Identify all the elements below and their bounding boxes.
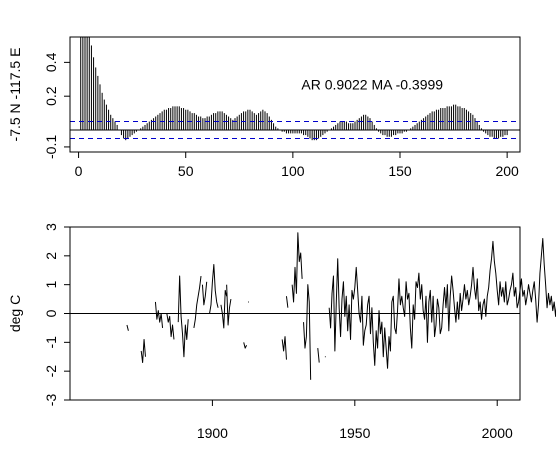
temperature-segment — [154, 301, 164, 328]
temperature-segment — [177, 275, 189, 358]
temperature-x-tick-label: 1950 — [339, 425, 370, 441]
temperature-segment — [317, 348, 320, 363]
acf-x-tick-label: 0 — [75, 163, 83, 179]
acf-y-tick-label: 0.4 — [43, 52, 59, 72]
acf-y-tick-label: 0.2 — [43, 86, 59, 106]
temperature-y-tick-label: -3 — [43, 394, 59, 407]
temperature-y-axis-label: deg C — [7, 295, 23, 332]
temperature-y-axis: -3 -2 -1 0 1 2 3 — [43, 223, 70, 406]
temperature-segment — [220, 289, 228, 329]
temperature-x-tick-label: 2000 — [482, 425, 513, 441]
temperature-segment — [193, 275, 202, 329]
temperature-segment — [201, 281, 208, 306]
acf-x-tick-label: 200 — [495, 163, 519, 179]
temperature-x-tick-label: 1900 — [197, 425, 228, 441]
temperature-segment — [126, 324, 129, 331]
temperature-x-axis: 1900 1950 2000 — [197, 400, 513, 441]
acf-x-tick-label: 50 — [178, 163, 194, 179]
temperature-segment — [328, 238, 556, 369]
acf-y-axis: -0.1 0.2 0.4 — [43, 52, 70, 159]
temperature-segment — [166, 313, 175, 340]
temperature-segment — [303, 284, 312, 380]
temperature-y-tick-label: 0 — [43, 309, 59, 317]
acf-x-axis: 0 50 100 150 200 — [75, 152, 519, 179]
temperature-segment — [243, 342, 248, 349]
temperature-y-tick-label: -2 — [43, 365, 59, 378]
acf-x-tick-label: 150 — [388, 163, 412, 179]
temperature-panel: 1900 1950 2000 -3 -2 -1 0 1 2 3 deg C — [7, 223, 556, 441]
acf-plot-frame — [69, 36, 521, 153]
temperature-series — [126, 232, 556, 380]
temperature-segment — [281, 336, 287, 360]
temperature-y-tick-label: 1 — [43, 281, 59, 289]
temperature-y-tick-label: 3 — [43, 223, 59, 231]
temperature-segment — [226, 284, 232, 326]
temperature-y-tick-label: 2 — [43, 252, 59, 260]
acf-bars — [80, 37, 508, 141]
temperature-segment — [291, 232, 303, 303]
temperature-segment — [285, 296, 289, 308]
temperature-segment — [209, 263, 219, 314]
acf-x-tick-label: 100 — [281, 163, 305, 179]
acf-panel: 0 50 100 150 200 -0.10.20.4 -7.5 N -117.5 E … — [7, 36, 521, 179]
temperature-segment — [140, 338, 146, 364]
acf-model-annotation: AR 0.9022 MA -0.3999 — [301, 76, 443, 92]
acf-y-tick-label: -0.1 — [43, 135, 59, 159]
temperature-y-tick-label: -1 — [43, 336, 59, 349]
acf-y-axis-label: -7.5 N -117.5 E — [7, 48, 23, 142]
